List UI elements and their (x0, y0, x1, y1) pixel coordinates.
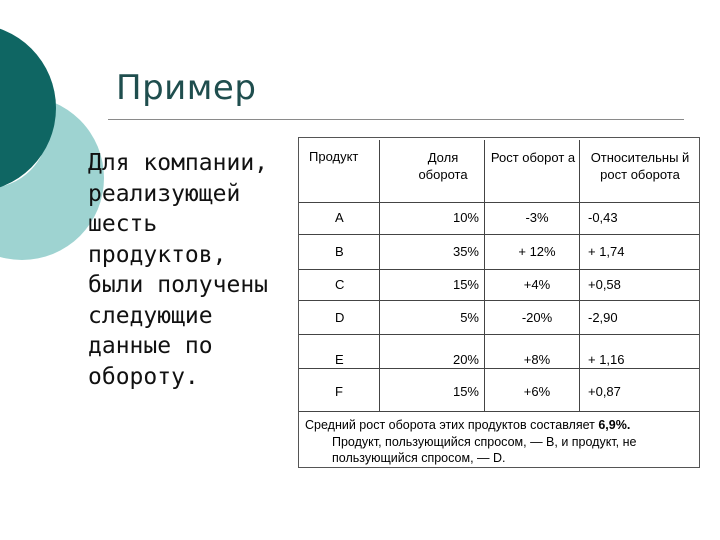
cell-share: 20% (452, 352, 479, 367)
cell-share: 15% (452, 277, 479, 292)
intro-text: Для компании, реализующей шесть продукто… (88, 150, 269, 390)
table-hline (299, 334, 699, 335)
header-share: Доля оборота (418, 150, 468, 182)
note-average-value: 6,9%. (598, 418, 631, 432)
header-relative: Относительны й рост оборота (590, 150, 690, 182)
cell-product: B (335, 244, 344, 259)
cell-product: F (335, 384, 343, 399)
note-line1-prefix: Средний рост оборота этих продуктов сост… (305, 418, 599, 432)
cell-relative: -0,43 (588, 210, 618, 225)
header-product: Продукт (309, 149, 359, 164)
cell-product: D (335, 310, 345, 325)
table-hline (299, 202, 699, 203)
table-vline (379, 140, 380, 412)
note-line2: Продукт, пользующийся спросом, — B, и пр… (332, 434, 637, 449)
decorative-circles (0, 28, 104, 260)
table-vline (579, 140, 580, 412)
cell-share: 35% (452, 244, 479, 259)
cell-growth: +8% (523, 352, 551, 367)
slide-title: Пример (116, 68, 257, 108)
table-hline (299, 368, 699, 369)
summary-note: Средний рост оборота этих продуктов сост… (305, 417, 693, 467)
cell-share: 10% (452, 210, 479, 225)
cell-product: A (335, 210, 344, 225)
cell-growth: -20% (521, 310, 553, 325)
table-vline (484, 140, 485, 412)
title-divider (108, 119, 684, 120)
table-hline (299, 269, 699, 270)
cell-growth: + 12% (518, 244, 556, 259)
cell-growth: +4% (523, 277, 551, 292)
data-table-panel: Продукт Доля оборота Рост оборот а Относ… (298, 137, 700, 468)
cell-share: 15% (452, 384, 479, 399)
cell-product: E (335, 352, 344, 367)
cell-relative: +0,58 (588, 277, 621, 292)
cell-growth: +6% (523, 384, 551, 399)
cell-product: C (335, 277, 345, 292)
table-hline (299, 300, 699, 301)
cell-share: 5% (460, 310, 479, 325)
header-growth: Рост оборот а (490, 150, 576, 165)
turnover-table: Продукт Доля оборота Рост оборот а Относ… (299, 138, 699, 412)
cell-relative: + 1,74 (588, 244, 625, 259)
note-line3: пользующийся спросом, — D. (332, 451, 506, 465)
cell-relative: + 1,16 (588, 352, 625, 367)
cell-growth: -3% (525, 210, 549, 225)
table-hline (299, 411, 699, 412)
cell-relative: +0,87 (588, 384, 621, 399)
cell-relative: -2,90 (588, 310, 618, 325)
table-hline (299, 234, 699, 235)
